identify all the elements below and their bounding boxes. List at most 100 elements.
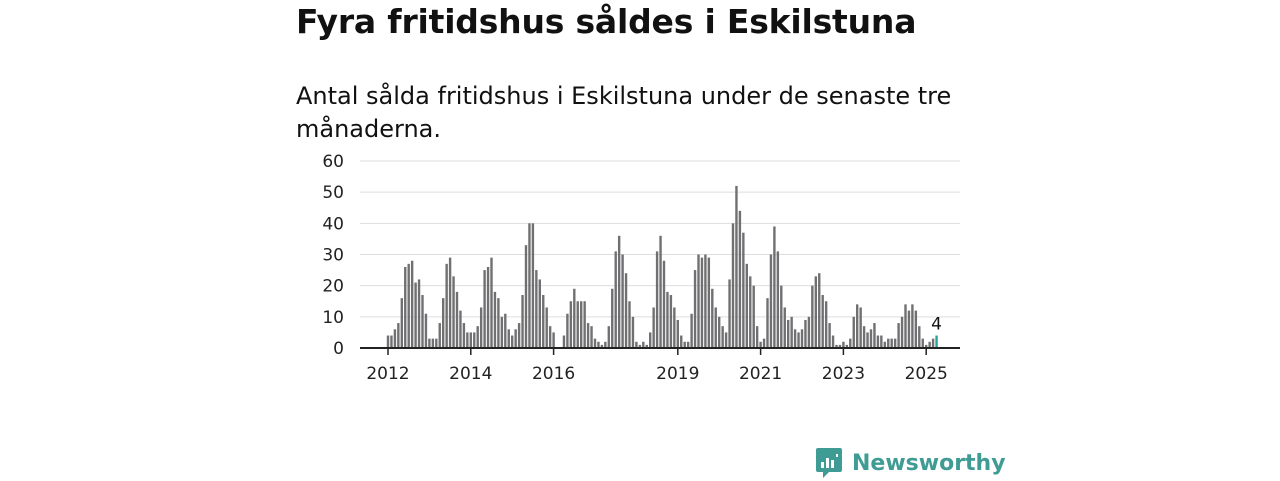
bar — [645, 344, 648, 348]
bar — [811, 285, 814, 348]
bar — [911, 304, 914, 348]
bar — [742, 232, 745, 348]
bar — [466, 332, 469, 348]
bar — [697, 254, 700, 348]
bar — [604, 341, 607, 348]
bar — [576, 301, 579, 348]
bar — [486, 266, 490, 348]
bar — [452, 276, 455, 348]
bar — [766, 298, 769, 348]
bar — [393, 329, 397, 348]
y-axis-ticks: 0 10 20 30 40 50 60 — [322, 152, 344, 359]
bars — [386, 185, 938, 348]
bar — [773, 226, 776, 348]
bar — [531, 223, 535, 348]
brand-name: Newsworthy — [852, 450, 1006, 476]
x-tick-label: 2012 — [366, 364, 409, 384]
bar-highlight — [935, 335, 938, 348]
bar — [621, 254, 624, 348]
bar — [500, 316, 504, 348]
bar — [814, 276, 817, 348]
bar — [631, 316, 635, 348]
bar — [887, 338, 890, 348]
bar — [835, 344, 838, 348]
bar — [649, 332, 652, 348]
bar — [552, 332, 555, 348]
bar — [680, 335, 683, 348]
bar — [442, 298, 445, 348]
bar — [410, 260, 414, 348]
bar — [548, 326, 552, 348]
x-axis-ticks: 2012 2014 2016 2019 2021 2023 2025 — [366, 348, 948, 384]
bar — [511, 335, 514, 348]
bar — [662, 260, 666, 348]
chart-title: Fyra fritidshus såldes i Eskilstuna — [296, 2, 917, 41]
bar — [573, 288, 576, 348]
bar — [769, 254, 773, 348]
bar — [614, 251, 617, 348]
bar — [504, 313, 507, 348]
bar — [759, 341, 762, 348]
y-tick-label: 10 — [322, 308, 344, 328]
bar — [479, 307, 483, 348]
bar — [804, 319, 807, 348]
bar — [776, 251, 780, 348]
bar — [762, 338, 766, 348]
bar — [880, 335, 883, 348]
bar — [669, 295, 673, 348]
bar — [700, 257, 704, 348]
bar — [586, 323, 590, 348]
newsworthy-logo-icon — [816, 448, 842, 478]
bar — [617, 235, 621, 348]
bar — [745, 263, 748, 348]
y-tick-label: 40 — [322, 214, 344, 234]
bar — [400, 298, 403, 348]
x-tick-label: 2021 — [739, 364, 782, 384]
bar — [473, 332, 476, 348]
bar — [569, 301, 573, 348]
bar — [686, 341, 690, 348]
bar — [876, 335, 880, 348]
bar — [752, 285, 755, 348]
bar — [676, 319, 679, 348]
bar — [914, 310, 918, 348]
bar — [831, 335, 835, 348]
bar — [493, 291, 497, 348]
bar — [693, 270, 697, 348]
bar — [907, 310, 911, 348]
x-tick-label: 2016 — [532, 364, 575, 384]
bar — [528, 223, 531, 348]
bar — [728, 279, 731, 348]
bar — [852, 316, 855, 348]
bar — [445, 263, 448, 348]
bar — [497, 298, 500, 348]
y-tick-label: 50 — [322, 183, 344, 203]
y-tick-label: 20 — [322, 277, 344, 297]
bar — [849, 338, 852, 348]
bar — [655, 251, 659, 348]
y-tick-label: 30 — [322, 246, 344, 266]
bar — [866, 332, 869, 348]
bar — [711, 288, 714, 348]
bar — [890, 338, 893, 348]
bar — [714, 307, 717, 348]
chart-subtitle: Antal sålda fritidshus i Eskilstuna unde… — [296, 82, 952, 143]
bar — [673, 307, 676, 348]
bar — [566, 313, 569, 348]
bar — [873, 323, 876, 348]
bar — [704, 254, 707, 348]
bar — [869, 329, 873, 348]
bar — [787, 319, 790, 348]
bar — [828, 323, 831, 348]
data-labels: 4 — [931, 315, 942, 335]
bar — [724, 332, 728, 348]
bar — [607, 326, 610, 348]
bar — [842, 341, 845, 348]
bar — [838, 344, 842, 348]
bar — [428, 338, 431, 348]
bar — [783, 307, 786, 348]
bar — [900, 316, 904, 348]
bar — [735, 185, 738, 348]
bar — [707, 257, 711, 348]
bar — [800, 329, 804, 348]
